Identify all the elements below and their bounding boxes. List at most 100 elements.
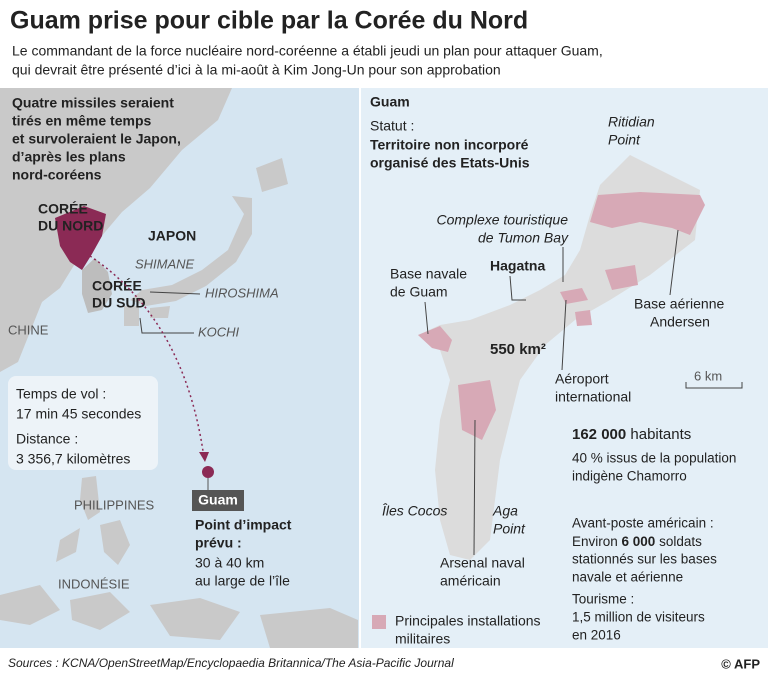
- japan: [124, 306, 139, 326]
- country-label: PHILIPPINES: [74, 497, 155, 512]
- place-label: Îles Cocos: [382, 503, 447, 519]
- intro: Quatre missiles seraient: [12, 95, 174, 111]
- tourism-detail: 1,5 million de visiteurs: [572, 610, 705, 625]
- subtitle: Le commandant de la force nucléaire nord…: [12, 43, 603, 59]
- military-area: [590, 192, 705, 235]
- military-detail: navale et aérienne: [572, 570, 683, 585]
- military-area: [605, 265, 638, 290]
- title: Guam prise pour cible par la Corée du No…: [10, 7, 528, 35]
- indonesia: [0, 585, 60, 625]
- status-label: Statut :: [370, 118, 414, 134]
- flight-box: [8, 376, 158, 470]
- philippines: [80, 476, 100, 520]
- impact-detail: au large de l’île: [195, 573, 290, 589]
- country-label: DU NORD: [38, 218, 103, 234]
- intro: nord-coréens: [12, 167, 102, 183]
- place-label: Ritidian: [608, 114, 655, 130]
- indonesia: [260, 608, 358, 648]
- indonesia: [70, 592, 130, 630]
- flight-time: 17 min 45 secondes: [16, 406, 141, 422]
- military: Environ 6 000 soldats: [572, 534, 702, 549]
- leader-line: [149, 291, 201, 295]
- flight-time-label: Temps de vol :: [16, 386, 106, 402]
- place-label: Hagatna: [490, 258, 545, 274]
- leader-line: [669, 229, 679, 296]
- mainland: [0, 88, 232, 372]
- intro: d’après les plans: [12, 149, 126, 165]
- indonesia: [150, 598, 240, 640]
- place-label: Base navale: [390, 266, 467, 282]
- leader-line: [473, 419, 476, 556]
- status: organisé des Etats-Unis: [370, 155, 530, 171]
- military-area: [458, 380, 496, 440]
- place-label: international: [555, 389, 631, 405]
- impact-label: Point d’impact: [195, 517, 292, 533]
- intro: tirés en même temps: [12, 113, 151, 129]
- country-label: CHINE: [8, 322, 49, 337]
- military-label: Avant-poste américain :: [572, 516, 714, 531]
- subtitle: qui devrait être présenté d’ici à la mi-…: [12, 62, 501, 78]
- place-label: SHIMANE: [135, 256, 195, 271]
- japan: [130, 196, 252, 306]
- country-label: CORÉE: [92, 278, 142, 294]
- legend-label: Principales installations: [395, 613, 541, 629]
- panel-title: Guam: [370, 94, 410, 110]
- place-label: Aéroport: [555, 371, 609, 387]
- sources: Sources : KCNA/OpenStreetMap/Encyclopaed…: [8, 656, 454, 670]
- military-suffix: soldats: [655, 534, 702, 549]
- country-label: DU SUD: [92, 295, 146, 311]
- place-label: KOCHI: [198, 324, 240, 339]
- guam-label: Guam: [198, 492, 238, 508]
- population-number: 162 000: [572, 426, 626, 443]
- tourism-detail: en 2016: [572, 628, 621, 643]
- leader-line: [424, 301, 429, 335]
- population: 162 000 habitants: [572, 426, 691, 443]
- guam-tag: [192, 490, 244, 511]
- place-label: HIROSHIMA: [205, 285, 279, 300]
- leader-line: [561, 299, 567, 371]
- military-detail: stationnés sur les bases: [572, 552, 717, 567]
- leader-line: [509, 275, 526, 301]
- military-area: [418, 326, 452, 352]
- intro: et survoleraient le Japon,: [12, 131, 181, 147]
- place-label: Arsenal naval: [440, 555, 525, 571]
- place-label: Base aérienne: [634, 296, 725, 312]
- country-label: JAPON: [148, 228, 196, 244]
- status: Territoire non incorporé: [370, 137, 529, 153]
- leader-line: [139, 317, 194, 334]
- scale-label: 6 km: [694, 368, 722, 383]
- sea: [361, 88, 768, 648]
- legend-swatch: [372, 615, 386, 629]
- missile-path: [89, 255, 205, 459]
- place-label: Andersen: [650, 314, 710, 330]
- military-prefix: Environ: [572, 534, 622, 549]
- impact-point: [202, 466, 214, 478]
- population-unit: habitants: [626, 426, 691, 443]
- impact-detail: 30 à 40 km: [195, 555, 264, 571]
- population-detail: indigène Chamorro: [572, 469, 687, 484]
- area: 550 km²: [490, 341, 546, 358]
- military-number: 6 000: [622, 534, 656, 549]
- japan: [256, 158, 288, 192]
- place-label: de Guam: [390, 284, 448, 300]
- place-label: Point: [608, 132, 641, 148]
- military-area: [560, 288, 588, 304]
- place-label: Complexe touristique: [436, 212, 568, 228]
- distance: 3 356,7 kilomètres: [16, 451, 130, 467]
- philippines: [56, 528, 80, 562]
- country-label: INDONÉSIE: [58, 576, 130, 591]
- place-label: Point: [493, 521, 526, 537]
- guam-island: [418, 155, 700, 560]
- military-area: [575, 310, 592, 326]
- impact-label: prévu :: [195, 535, 242, 551]
- legend-label: militaires: [395, 631, 450, 647]
- philippines: [100, 520, 130, 565]
- arrowhead: [199, 452, 209, 462]
- place-label: Aga: [492, 503, 518, 519]
- place-label: de Tumon Bay: [478, 230, 569, 246]
- tourism-label: Tourisme :: [572, 592, 634, 607]
- distance-label: Distance :: [16, 431, 78, 447]
- scale-bar: [685, 382, 743, 389]
- place-label: américain: [440, 573, 501, 589]
